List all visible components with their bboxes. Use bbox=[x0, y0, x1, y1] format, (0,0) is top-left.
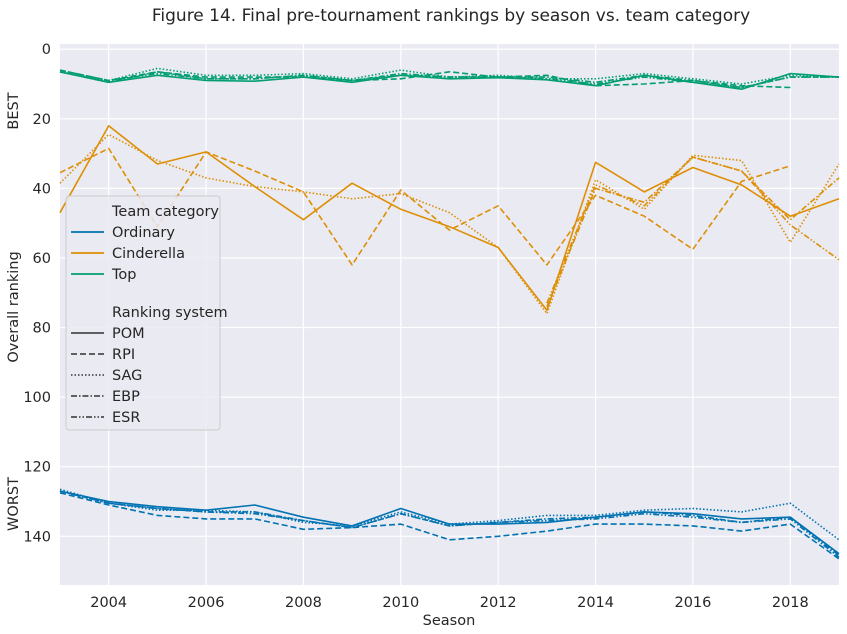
legend-item-cinderella: Cinderella bbox=[112, 246, 185, 262]
legend-item-sag: SAG bbox=[112, 368, 142, 384]
series-line-cinderella-ebp bbox=[546, 156, 840, 308]
y-axis-label: Overall ranking bbox=[6, 251, 22, 362]
x-tick-label: 2016 bbox=[674, 595, 711, 611]
legend-category-title: Team category bbox=[111, 204, 219, 220]
y-tick-label: 20 bbox=[33, 112, 51, 128]
y-tick-label: 60 bbox=[33, 251, 51, 267]
legend-frame bbox=[65, 195, 221, 431]
legend-systems: POM RPI SAG EBP ESR bbox=[71, 326, 145, 426]
legend-system-title: Ranking system bbox=[112, 305, 228, 321]
x-axis-ticks: 2004 2006 2008 2010 2012 2014 2016 2018 bbox=[90, 595, 809, 611]
x-tick-label: 2004 bbox=[90, 595, 127, 611]
series-line-top-rpi bbox=[59, 69, 791, 89]
chart-title: Figure 14. Final pre-tournament rankings… bbox=[152, 6, 750, 26]
series-line-cinderella-sag bbox=[59, 133, 840, 315]
legend-item-rpi: RPI bbox=[112, 347, 135, 363]
series-layer bbox=[59, 67, 840, 560]
x-tick-label: 2010 bbox=[382, 595, 419, 611]
y-tick-label: 40 bbox=[33, 181, 51, 197]
x-tick-label: 2012 bbox=[480, 595, 517, 611]
series-line-cinderella-pom bbox=[59, 125, 840, 311]
series-line-ordinary-sag bbox=[59, 488, 840, 541]
x-tick-label: 2014 bbox=[577, 595, 614, 611]
y-tick-label: 100 bbox=[23, 390, 51, 406]
legend-item-top: Top bbox=[111, 267, 136, 283]
legend-item-ebp: EBP bbox=[112, 389, 140, 405]
y-tick-label: 120 bbox=[23, 460, 51, 476]
x-tick-label: 2018 bbox=[772, 595, 809, 611]
legend: Team category Ordinary Cinderella Top Rank… bbox=[65, 195, 228, 431]
y-tick-label: 80 bbox=[33, 321, 51, 337]
legend-item-esr: ESR bbox=[112, 410, 140, 426]
x-tick-label: 2008 bbox=[285, 595, 322, 611]
legend-item-pom: POM bbox=[112, 326, 145, 342]
best-label: BEST bbox=[6, 92, 22, 129]
y-tick-label: 0 bbox=[42, 42, 51, 58]
series-line-top-esr bbox=[59, 69, 839, 89]
series-line-cinderella-rpi bbox=[59, 147, 791, 266]
worst-label: WORST bbox=[6, 477, 22, 531]
y-axis-ticks: 0 20 40 60 80 100 120 140 bbox=[23, 42, 51, 545]
legend-categories: Ordinary Cinderella Top bbox=[71, 225, 185, 283]
gridlines bbox=[60, 44, 839, 585]
series-line-top-pom bbox=[59, 71, 840, 90]
y-tick-label: 140 bbox=[23, 529, 51, 545]
x-axis-label: Season bbox=[423, 613, 476, 629]
series-line-ordinary-esr bbox=[59, 490, 840, 558]
x-tick-label: 2006 bbox=[188, 595, 225, 611]
legend-item-ordinary: Ordinary bbox=[112, 225, 175, 241]
